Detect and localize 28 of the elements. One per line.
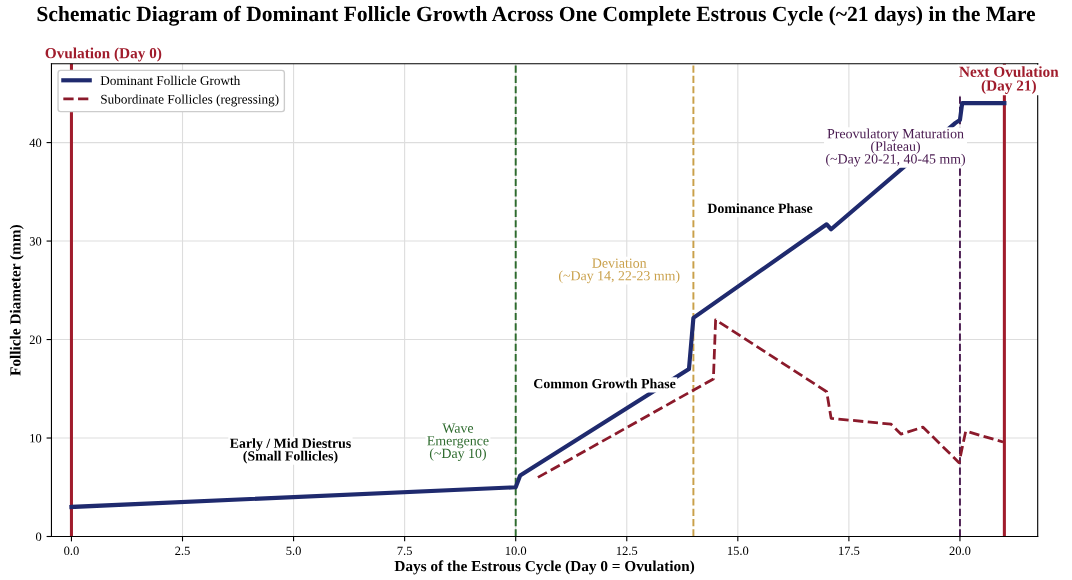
x-tick-label: 10.0 bbox=[505, 546, 527, 556]
y-tick-label: 40 bbox=[29, 138, 42, 148]
x-axis-title: Days of the Estrous Cycle (Day 0 = Ovulation) bbox=[394, 560, 695, 575]
x-tick-label: 2.5 bbox=[175, 546, 190, 556]
chart-title: Schematic Diagram of Dominant Follicle Growth Across One Complete Estrous Cycle (~21 days) in the Mare bbox=[37, 5, 1036, 26]
annotation: Dominance Phase bbox=[707, 203, 813, 214]
line-series bbox=[536, 318, 1005, 479]
ref-line-label: Next Ovulation (Day 21) bbox=[959, 66, 1059, 94]
y-tick-label: 10 bbox=[30, 434, 42, 443]
ref-line-label: Preovulatory Maturation (Plateau) (~Day 20-21, 40-45 mm) bbox=[826, 128, 966, 167]
x-tick-label: 0.0 bbox=[64, 546, 79, 556]
x-tick-label: 7.5 bbox=[397, 546, 412, 556]
legend-label: Dominant Follicle Growth bbox=[100, 75, 241, 86]
ref-line-label: Deviation (~Day 14, 22-23 mm) bbox=[558, 258, 680, 284]
y-tick-label: 0 bbox=[35, 532, 42, 541]
x-tick-label: 5.0 bbox=[286, 546, 301, 556]
ref-line-label: Ovulation (Day 0) bbox=[45, 47, 162, 62]
legend-label: Subordinate Follicles (regressing) bbox=[101, 94, 279, 107]
annotation: Early / Mid Diestrus (Small Follicles) bbox=[229, 438, 351, 464]
x-tick-label: 17.5 bbox=[839, 546, 860, 556]
x-tick-label: 15.0 bbox=[727, 546, 749, 556]
annotation: Common Growth Phase bbox=[533, 378, 676, 389]
y-tick-label: 30 bbox=[29, 237, 42, 246]
y-axis-title: Follicle Diameter (mm) bbox=[9, 225, 24, 376]
y-tick-label: 20 bbox=[29, 335, 42, 344]
x-tick-label: 12.5 bbox=[616, 546, 638, 556]
ref-line-label: Wave Emergence (~Day 10) bbox=[427, 423, 489, 461]
x-tick-label: 20.0 bbox=[949, 546, 971, 556]
